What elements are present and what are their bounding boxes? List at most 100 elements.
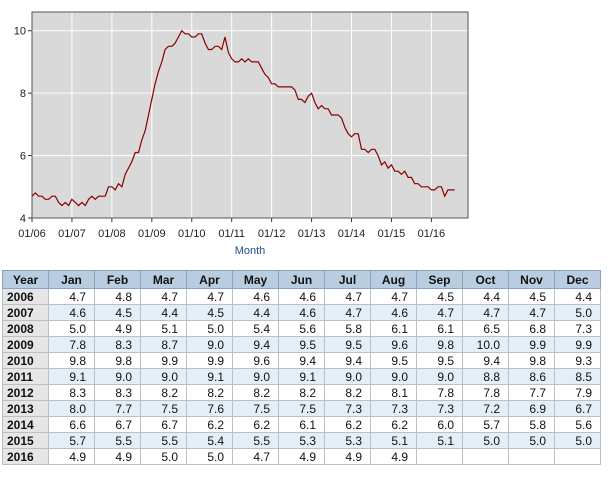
year-cell: 2008 [2, 320, 49, 337]
value-cell: 4.7 [462, 304, 509, 321]
value-cell: 7.8 [416, 384, 463, 401]
plot-area [32, 12, 468, 218]
value-cell: 4.6 [232, 288, 279, 305]
month-column-header: Nov [508, 270, 555, 289]
x-tick-label: 01/10 [178, 228, 206, 240]
value-cell: 5.0 [554, 432, 601, 449]
value-cell: 6.8 [508, 320, 555, 337]
value-cell: 5.4 [232, 320, 279, 337]
value-cell: 6.5 [462, 320, 509, 337]
value-cell: 9.6 [370, 336, 417, 353]
value-cell: 5.7 [462, 416, 509, 433]
month-column-header: Dec [554, 270, 601, 289]
year-cell: 2012 [2, 384, 49, 401]
value-cell: 8.2 [140, 384, 187, 401]
value-cell: 5.5 [232, 432, 279, 449]
value-cell: 5.0 [554, 304, 601, 321]
table-row: 2014 6.6 6.7 6.7 6.2 6.2 6.1 6.2 6.2 6.0 5.7 5.8 5.6 [2, 416, 601, 433]
value-cell: 7.5 [140, 400, 187, 417]
value-cell: 7.7 [508, 384, 555, 401]
y-tick-label: 10 [14, 26, 26, 38]
month-column-header: Jan [48, 270, 95, 289]
value-cell: 9.1 [186, 368, 233, 385]
value-cell: 4.7 [416, 304, 463, 321]
value-cell: 5.8 [324, 320, 371, 337]
value-cell: 9.8 [508, 352, 555, 369]
value-cell: 6.7 [140, 416, 187, 433]
x-tick-label: 01/16 [418, 228, 446, 240]
value-cell: 4.6 [370, 304, 417, 321]
month-column-header: Feb [94, 270, 141, 289]
value-cell: 5.0 [48, 320, 95, 337]
value-cell: 4.7 [232, 448, 279, 465]
value-cell: 7.3 [324, 400, 371, 417]
value-cell: 4.6 [278, 304, 325, 321]
x-axis-title: Month [235, 245, 266, 257]
value-cell: 4.7 [324, 288, 371, 305]
x-tick-label: 01/07 [58, 228, 86, 240]
value-cell: 5.1 [416, 432, 463, 449]
value-cell: 4.6 [278, 288, 325, 305]
value-cell: 8.6 [508, 368, 555, 385]
value-cell: 8.0 [48, 400, 95, 417]
y-tick-label: 4 [20, 213, 26, 225]
month-column-header: Jun [278, 270, 325, 289]
value-cell: 4.7 [48, 288, 95, 305]
value-cell: 4.9 [278, 448, 325, 465]
table-header-row: Year Jan Feb Mar Apr May Jun Jul Aug Sep Oct Nov Dec [2, 270, 601, 289]
value-cell: 4.7 [370, 288, 417, 305]
value-cell: 6.2 [324, 416, 371, 433]
value-cell: 4.5 [416, 288, 463, 305]
value-cell: 7.3 [370, 400, 417, 417]
value-cell: 9.4 [324, 352, 371, 369]
month-column-header: May [232, 270, 279, 289]
value-cell: 5.5 [140, 432, 187, 449]
value-cell: 9.5 [416, 352, 463, 369]
value-cell: 5.4 [186, 432, 233, 449]
month-column-header: Aug [370, 270, 417, 289]
value-cell: 9.0 [416, 368, 463, 385]
value-cell: 5.3 [324, 432, 371, 449]
year-cell: 2007 [2, 304, 49, 321]
value-cell: 4.9 [324, 448, 371, 465]
year-cell: 2016 [2, 448, 49, 465]
value-cell: 5.0 [462, 432, 509, 449]
month-column-header: Apr [186, 270, 233, 289]
value-cell [554, 448, 601, 465]
value-cell: 9.0 [94, 368, 141, 385]
year-column-header: Year [2, 270, 49, 289]
value-cell [508, 448, 555, 465]
value-cell: 8.3 [94, 384, 141, 401]
data-table: Year Jan Feb Mar Apr May Jun Jul Aug Sep Oct Nov Dec… [2, 270, 601, 465]
value-cell: 9.9 [140, 352, 187, 369]
value-cell [416, 448, 463, 465]
x-tick-label: 01/09 [138, 228, 166, 240]
value-cell: 9.1 [278, 368, 325, 385]
year-cell: 2014 [2, 416, 49, 433]
value-cell: 5.0 [186, 320, 233, 337]
value-cell: 7.2 [462, 400, 509, 417]
value-cell: 5.8 [508, 416, 555, 433]
value-cell: 8.2 [278, 384, 325, 401]
value-cell: 9.9 [554, 336, 601, 353]
value-cell: 5.1 [140, 320, 187, 337]
value-cell: 7.7 [94, 400, 141, 417]
value-cell: 4.9 [370, 448, 417, 465]
table-row: 2013 8.0 7.7 7.5 7.6 7.5 7.5 7.3 7.3 7.3 7.2 6.9 6.7 [2, 400, 601, 417]
table-row: 2006 4.7 4.8 4.7 4.7 4.6 4.6 4.7 4.7 4.5 4.4 4.5 4.4 [2, 288, 601, 305]
value-cell: 4.6 [48, 304, 95, 321]
value-cell: 4.7 [508, 304, 555, 321]
value-cell: 7.9 [554, 384, 601, 401]
month-column-header: Sep [416, 270, 463, 289]
value-cell: 9.0 [370, 368, 417, 385]
table-row: 2015 5.7 5.5 5.5 5.4 5.5 5.3 5.3 5.1 5.1 5.0 5.0 5.0 [2, 432, 601, 449]
value-cell: 4.5 [186, 304, 233, 321]
value-cell: 7.3 [554, 320, 601, 337]
value-cell: 4.7 [140, 288, 187, 305]
value-cell: 4.9 [94, 448, 141, 465]
month-column-header: Mar [140, 270, 187, 289]
table-row: 2010 9.8 9.8 9.9 9.9 9.6 9.4 9.4 9.5 9.5 9.4 9.8 9.3 [2, 352, 601, 369]
x-tick-label: 01/08 [98, 228, 126, 240]
x-tick-label: 01/12 [258, 228, 286, 240]
year-cell: 2009 [2, 336, 49, 353]
